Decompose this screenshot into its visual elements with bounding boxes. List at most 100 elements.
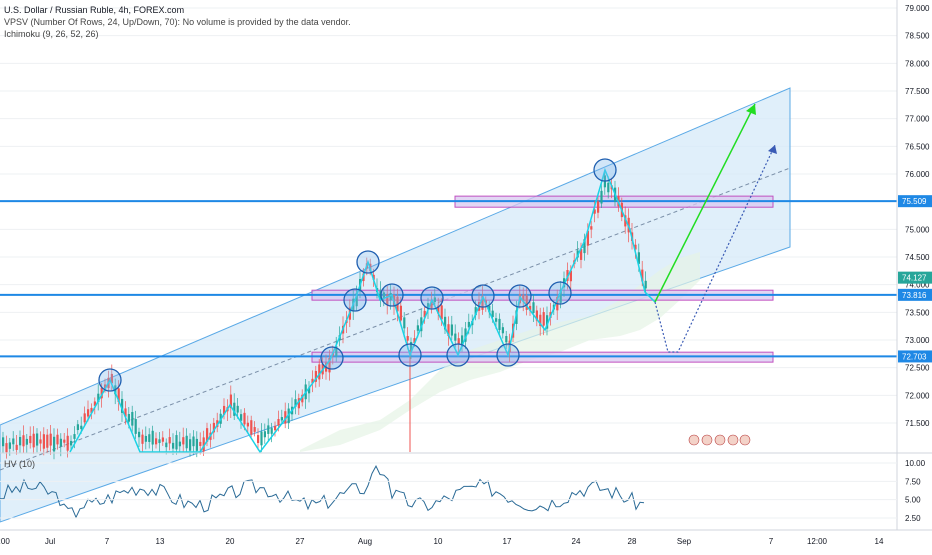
candle-body <box>600 190 603 204</box>
pivot-circle <box>471 284 495 308</box>
candle-body <box>311 378 314 383</box>
candle-body <box>399 305 402 321</box>
candle-body <box>495 318 498 322</box>
candle-body <box>76 424 79 431</box>
candle-body <box>501 327 504 334</box>
candle-body <box>49 433 52 446</box>
candle-body <box>39 439 42 444</box>
pivot-circle <box>320 346 344 370</box>
candle-body <box>559 289 562 303</box>
candle-body <box>223 405 226 415</box>
price-tick-label: 76.500 <box>905 142 930 151</box>
candle-body <box>56 434 59 445</box>
pivot-circle <box>343 288 367 312</box>
candle-body <box>529 305 532 311</box>
candle-body <box>406 336 409 341</box>
candle-body <box>19 436 22 446</box>
candle-body <box>420 317 423 332</box>
candle-body <box>53 436 56 452</box>
candle-body <box>433 297 436 303</box>
price-tick-label: 74.500 <box>905 253 930 262</box>
price-tick-label: 71.500 <box>905 419 930 428</box>
time-axis[interactable]: 2:00 Jul 7 13 20 27 Aug 10 17 24 28 Sep 7 12:00 14 <box>0 537 884 546</box>
candle-body <box>250 420 253 435</box>
projection-path[interactable] <box>654 144 776 353</box>
price-tick-label: 79.000 <box>905 4 930 13</box>
hv-axis[interactable]: 10.00 7.50 5.00 2.50 <box>0 459 926 523</box>
candle-body <box>267 425 270 434</box>
pivot-circle <box>420 286 444 310</box>
candle-body <box>233 402 236 416</box>
time-tick-label: 7 <box>105 537 110 546</box>
candle-body <box>240 414 243 421</box>
pivot-circle <box>98 368 122 392</box>
pivot-circle <box>356 250 380 274</box>
vpsv-indicator[interactable]: VPSV (Number Of Rows, 24, Up/Down, 70): … <box>4 17 351 27</box>
candle-body <box>427 303 430 310</box>
candle-body <box>546 315 549 329</box>
price-tick-label: 77.500 <box>905 87 930 96</box>
zigzag-pattern[interactable] <box>69 167 656 454</box>
price-tick-label: 78.500 <box>905 32 930 41</box>
candle-body <box>22 435 25 447</box>
candle-body <box>131 412 134 426</box>
ichimoku-indicator[interactable]: Ichimoku (9, 26, 52, 26) <box>4 29 99 39</box>
time-tick-label: 20 <box>226 537 235 546</box>
candle-body <box>274 425 277 431</box>
time-tick-label: 27 <box>296 537 305 546</box>
hv-tick-label: 7.50 <box>905 477 921 486</box>
candle-body <box>83 413 86 423</box>
hv-indicator[interactable]: HV (10) <box>4 459 36 469</box>
price-axis[interactable]: 79.000 78.500 78.000 77.500 77.000 76.500 76.0… <box>905 4 930 428</box>
candle-body <box>87 409 90 417</box>
time-tick-label: 10 <box>434 537 443 546</box>
time-tick-label: 14 <box>875 537 884 546</box>
candle-body <box>15 444 18 450</box>
candle-body <box>280 417 283 421</box>
event-badges[interactable] <box>688 434 751 446</box>
candle-body <box>580 248 583 260</box>
candle-body <box>46 434 49 448</box>
hv-tick-label: 2.50 <box>905 514 921 523</box>
candle-body <box>229 394 232 409</box>
candle-body <box>481 295 484 310</box>
candle-body <box>461 335 464 347</box>
candle-body <box>532 302 535 313</box>
candle-body <box>32 433 35 448</box>
time-tick-label: 13 <box>156 537 165 546</box>
candle-body <box>297 398 300 409</box>
symbol-title[interactable]: U.S. Dollar / Russian Ruble, 4h, FOREX.c… <box>4 5 185 15</box>
price-tick-label: 73.000 <box>905 336 930 345</box>
candle-body <box>127 414 130 422</box>
candle-body <box>263 431 266 438</box>
candle-body <box>525 295 528 310</box>
time-tick-label: 17 <box>503 537 512 546</box>
candle-body <box>270 428 273 434</box>
candle-body <box>308 387 311 394</box>
candle-body <box>403 317 406 329</box>
bullish-arrow[interactable] <box>654 103 756 303</box>
candle-body <box>36 433 39 446</box>
candle-body <box>212 422 215 433</box>
hv-legend: HV (10) <box>4 458 35 470</box>
time-tick-label: 7 <box>769 537 774 546</box>
candle-body <box>328 358 331 373</box>
candle-body <box>382 292 385 299</box>
candle-body <box>488 305 491 313</box>
candle-body <box>199 441 202 446</box>
price-labels: 75.509 74.127 73.816 72.703 <box>898 195 932 363</box>
candle-body <box>80 425 83 429</box>
candle-body <box>42 434 45 449</box>
price-label-text: 74.127 <box>902 274 927 283</box>
candle-body <box>535 310 538 321</box>
candle-body <box>155 438 158 445</box>
candle-body <box>474 307 477 316</box>
candle-body <box>66 435 69 451</box>
candle-body <box>12 438 15 445</box>
candle-body <box>138 431 141 438</box>
time-tick-label: 12:00 <box>807 537 828 546</box>
price-label-badge <box>898 195 932 208</box>
candle-body <box>172 442 175 449</box>
